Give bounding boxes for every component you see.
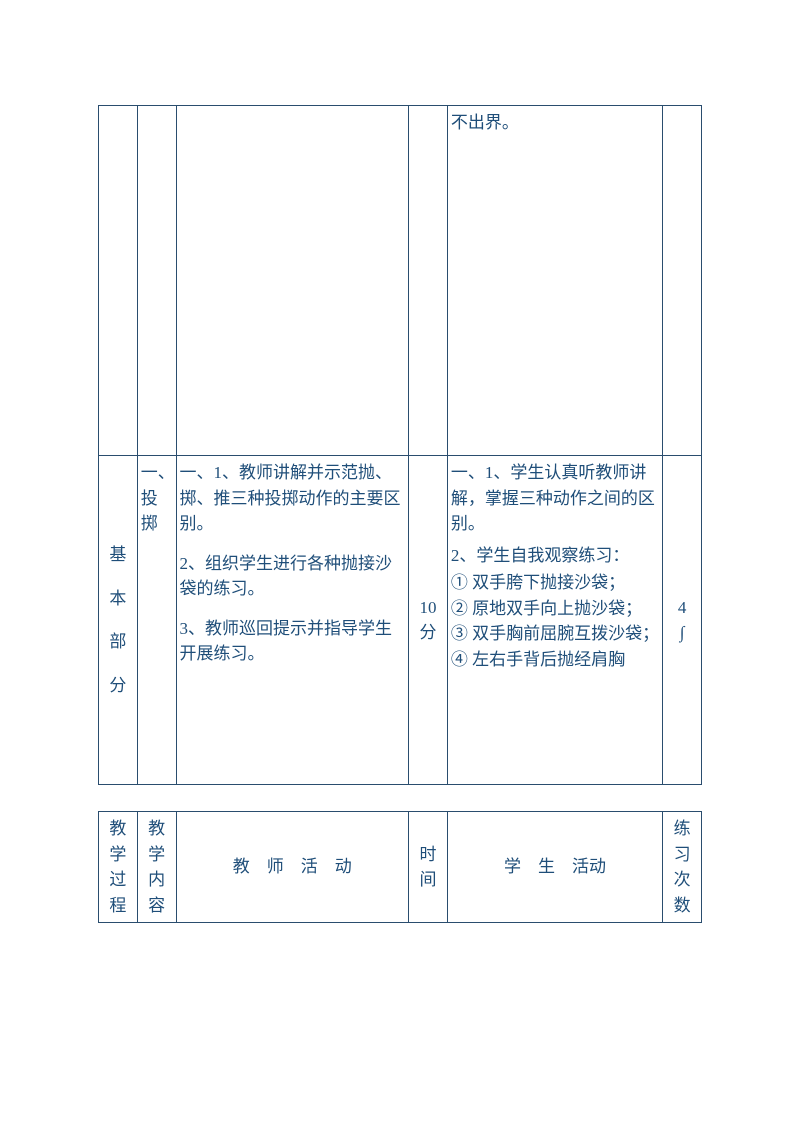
cell-text: 不出界。	[451, 113, 519, 132]
header-text: 教 师 活 动	[180, 854, 406, 880]
lesson-plan-table-2: 教 学 过 程 教 学 内 容 教 师 活 动 时 间 学 生 活动	[98, 811, 702, 923]
header-time: 时 间	[409, 812, 448, 923]
cell-process: 基 本 部 分	[99, 456, 138, 785]
cell-content	[137, 106, 176, 456]
cell-time	[409, 106, 448, 456]
char: 本	[102, 586, 134, 612]
cell-time: 10 分	[409, 456, 448, 785]
char: 过	[102, 867, 134, 893]
char: 数	[666, 893, 698, 919]
list-item: ③ 双手胸前屈腕互拨沙袋；	[451, 621, 659, 647]
char: 程	[102, 893, 134, 919]
list-item: ④ 左右手背后抛经肩胸	[451, 647, 659, 673]
table-header-row: 教 学 过 程 教 学 内 容 教 师 活 动 时 间 学 生 活动	[99, 812, 702, 923]
cell-process	[99, 106, 138, 456]
char: 基	[102, 542, 134, 568]
char: 习	[666, 842, 698, 868]
header-reps: 练 习 次 数	[663, 812, 702, 923]
cell-reps	[663, 106, 702, 456]
char: 内	[141, 867, 173, 893]
table-row: 不出界。	[99, 106, 702, 456]
cell-student: 不出界。	[447, 106, 662, 456]
cell-text: 2、学生自我观察练习：	[451, 543, 659, 569]
header-content: 教 学 内 容	[137, 812, 176, 923]
cell-text: 一、1、学生认真听教师讲解，掌握三种动作之间的区别。	[451, 460, 659, 537]
char: 学	[102, 842, 134, 868]
cell-text: 一、	[141, 460, 173, 486]
char: 分	[102, 673, 134, 699]
header-student: 学 生 活动	[447, 812, 662, 923]
header-text: 学 生 活动	[451, 854, 659, 880]
cell-text: 4	[666, 595, 698, 621]
list-item: ① 双手胯下抛接沙袋；	[451, 570, 659, 596]
cell-text: 掷	[141, 511, 173, 537]
lesson-plan-table-1: 不出界。 基 本 部 分 一、 投 掷 一、1、教师讲解并示范抛、掷、推三种投掷…	[98, 105, 702, 785]
header-process: 教 学 过 程	[99, 812, 138, 923]
table-row: 基 本 部 分 一、 投 掷 一、1、教师讲解并示范抛、掷、推三种投掷动作的主要…	[99, 456, 702, 785]
char: 教	[102, 816, 134, 842]
char: 学	[141, 842, 173, 868]
cell-text: 分	[412, 620, 444, 646]
cell-text: 一、1、教师讲解并示范抛、掷、推三种投掷动作的主要区别。	[180, 460, 406, 537]
cell-text: 10	[412, 595, 444, 621]
char: 部	[102, 629, 134, 655]
char: 间	[412, 867, 444, 893]
list-item: ② 原地双手向上抛沙袋；	[451, 596, 659, 622]
char: 时	[412, 842, 444, 868]
cell-text: 投	[141, 486, 173, 512]
cell-reps: 4 ∫	[663, 456, 702, 785]
char: 次	[666, 867, 698, 893]
char: 容	[141, 893, 173, 919]
cell-student: 一、1、学生认真听教师讲解，掌握三种动作之间的区别。 2、学生自我观察练习： ①…	[447, 456, 662, 785]
header-teacher: 教 师 活 动	[176, 812, 409, 923]
cell-text: 3、教师巡回提示并指导学生开展练习。	[180, 616, 406, 667]
cell-content: 一、 投 掷	[137, 456, 176, 785]
cell-text: 2、组织学生进行各种抛接沙袋的练习。	[180, 551, 406, 602]
cell-teacher	[176, 106, 409, 456]
cell-text: ∫	[666, 620, 698, 646]
cell-teacher: 一、1、教师讲解并示范抛、掷、推三种投掷动作的主要区别。 2、组织学生进行各种抛…	[176, 456, 409, 785]
char: 练	[666, 816, 698, 842]
char: 教	[141, 816, 173, 842]
